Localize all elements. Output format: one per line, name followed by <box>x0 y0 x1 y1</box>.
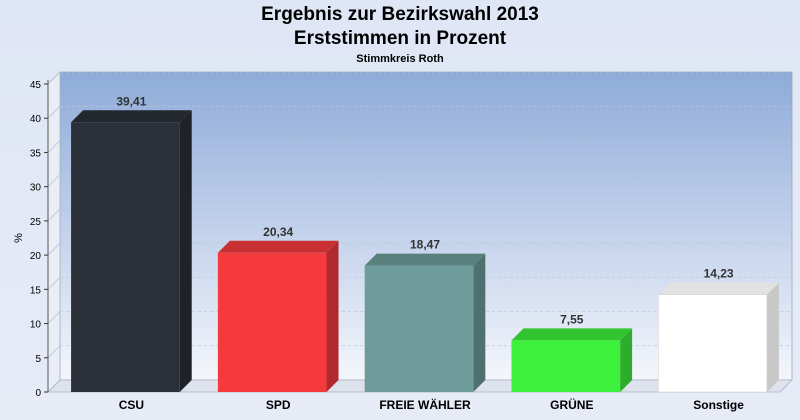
x-tick-label: CSU <box>119 398 144 412</box>
bar-side <box>473 253 486 392</box>
bar-side <box>326 240 339 392</box>
y-tick-label: 25 <box>30 217 42 228</box>
bar-side <box>620 328 633 392</box>
bar-top <box>217 240 339 253</box>
y-axis-label: % <box>13 233 25 243</box>
bar <box>511 340 621 392</box>
gridline-depth <box>47 105 61 119</box>
bar-top <box>71 110 192 123</box>
bar-value-label: 18,47 <box>410 238 440 252</box>
x-tick-label: Sonstige <box>693 398 744 412</box>
bar <box>71 122 180 393</box>
gridline-depth <box>47 345 61 359</box>
chart-title: Ergebnis zur Bezirkswahl 2013 <box>261 4 539 25</box>
gridline-depth <box>47 311 61 324</box>
bar <box>364 265 474 392</box>
y-tick-label: 10 <box>30 320 42 331</box>
y-tick-label: 20 <box>30 251 42 262</box>
chart-caption: Stimmkreis Roth <box>356 53 444 65</box>
x-tick-label: FREIE WÄHLER <box>379 397 471 412</box>
y-tick-label: 40 <box>30 114 42 125</box>
bar <box>657 294 768 393</box>
y-tick-label: 15 <box>30 285 42 296</box>
bar-top <box>364 253 486 266</box>
bar-value-label: 39,41 <box>116 94 146 108</box>
bar <box>217 252 327 392</box>
gridline-depth <box>47 174 61 187</box>
plot-side-wall <box>47 71 61 393</box>
gridline-depth <box>47 208 61 222</box>
y-tick-label: 30 <box>30 183 42 194</box>
y-tick-label: 35 <box>30 148 42 159</box>
bar-value-label: 7,55 <box>560 312 584 326</box>
bar-side <box>766 282 779 392</box>
gridline-depth <box>47 140 61 153</box>
bar-value-label: 20,34 <box>263 225 293 239</box>
gridline-depth <box>47 277 61 290</box>
y-tick-label: 5 <box>35 354 41 365</box>
bar-top <box>511 328 633 341</box>
x-tick-label: SPD <box>266 398 291 412</box>
y-tick-label: 0 <box>35 388 41 399</box>
x-tick-label: GRÜNE <box>550 397 593 412</box>
gridline-depth <box>47 71 61 85</box>
gridline-depth <box>47 242 61 256</box>
bar-side <box>179 110 192 393</box>
bar-top <box>658 282 779 295</box>
y-tick-label: 45 <box>30 80 42 91</box>
chart-subtitle: Erststimmen in Prozent <box>293 28 507 49</box>
bar-value-label: 14,23 <box>704 267 734 281</box>
